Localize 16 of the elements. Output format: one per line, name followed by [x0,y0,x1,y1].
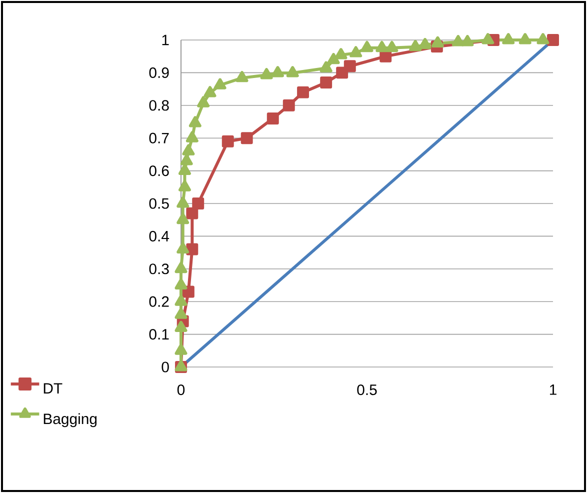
y-tick-label: 0.5 [149,198,169,209]
y-tick-label: 0.8 [149,100,169,111]
x-tick-label: 0.5 [357,384,377,396]
legend-label: Bagging [44,413,97,428]
y-tick-label: 0.4 [149,230,170,242]
y-tick-label: 0.3 [149,264,169,274]
y-tick-label: 0.2 [149,296,169,307]
y-tick-label: 0.6 [149,166,169,176]
y-tick-label: 0.9 [149,67,169,78]
y-tick-label: 0 [162,362,169,372]
x-tick-label: 0 [177,384,185,396]
y-tick-label: 1 [162,34,169,46]
y-tick-label: 0.7 [149,132,169,144]
y-tick-label: 0.1 [149,329,169,340]
legend-label: DT [44,383,62,394]
x-tick-label: 1 [550,384,556,395]
